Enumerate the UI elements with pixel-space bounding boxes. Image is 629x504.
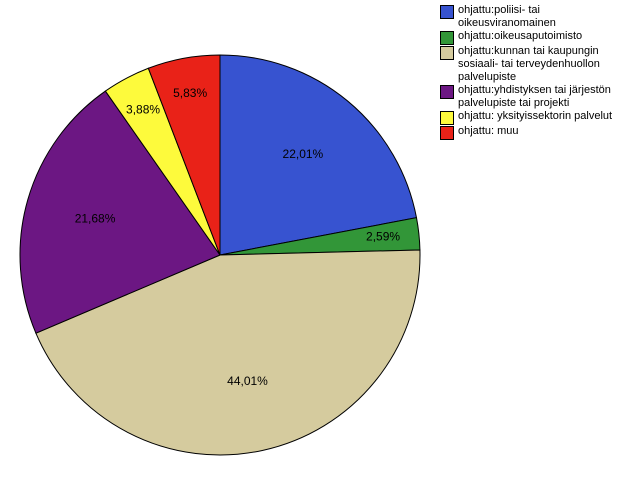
- legend-item-yksityis: ohjattu: yksityissektorin palvelut: [440, 110, 628, 125]
- legend-swatch: [440, 5, 454, 19]
- legend-item-muu: ohjattu: muu: [440, 125, 628, 140]
- legend-swatch: [440, 31, 454, 45]
- legend-item-oikeusapu: ohjattu:oikeusaputoimisto: [440, 30, 628, 45]
- legend-item-sosiaali: ohjattu:kunnan tai kaupungin sosiaali- t…: [440, 45, 628, 84]
- slice-label-poliisi: 22,01%: [283, 147, 324, 161]
- legend-item-yhdistys: ohjattu:yhdistyksen tai järjestön palvel…: [440, 84, 628, 110]
- legend-label: ohjattu:yhdistyksen tai järjestön palvel…: [458, 84, 628, 110]
- legend-label: ohjattu: muu: [458, 125, 519, 138]
- legend-swatch: [440, 85, 454, 99]
- legend-label: ohjattu: yksityissektorin palvelut: [458, 110, 612, 123]
- slice-label-yksityis: 3,88%: [126, 102, 160, 116]
- legend-label: ohjattu:oikeusaputoimisto: [458, 30, 582, 43]
- legend-swatch: [440, 46, 454, 60]
- pie-chart: 22,01% 2,59% 44,01% 21,68% 3,88% 5,83%: [10, 10, 430, 500]
- slice-label-muu: 5,83%: [173, 86, 207, 100]
- legend-item-poliisi: ohjattu:poliisi- tai oikeusviranomainen: [440, 4, 628, 30]
- slice-label-oikeusapu: 2,59%: [366, 230, 400, 244]
- legend-label: ohjattu:kunnan tai kaupungin sosiaali- t…: [458, 45, 628, 84]
- legend-swatch: [440, 111, 454, 125]
- slice-label-sosiaali: 44,01%: [227, 374, 268, 388]
- legend-swatch: [440, 126, 454, 140]
- legend-label: ohjattu:poliisi- tai oikeusviranomainen: [458, 4, 628, 30]
- legend: ohjattu:poliisi- tai oikeusviranomainen …: [440, 4, 628, 140]
- slice-label-yhdistys: 21,68%: [75, 211, 116, 225]
